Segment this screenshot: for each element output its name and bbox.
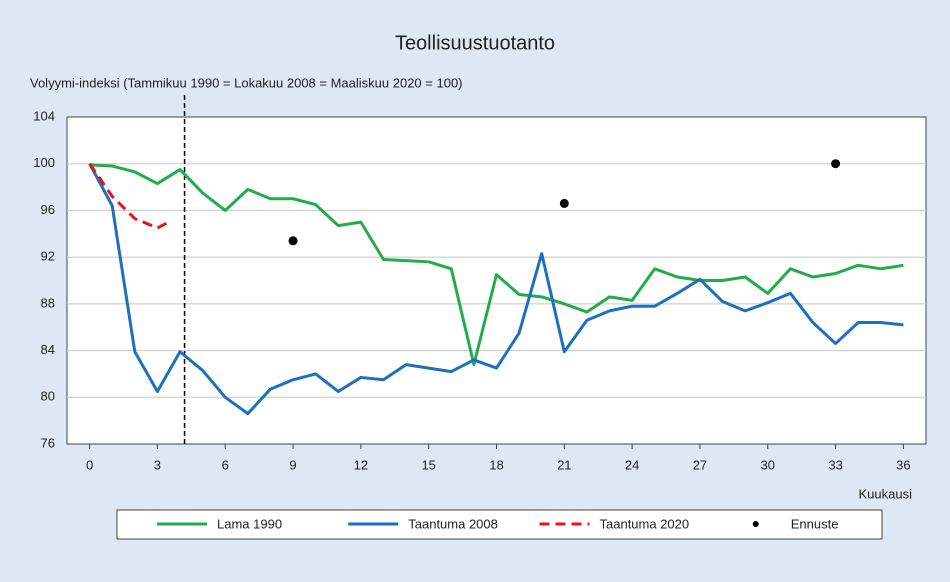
x-tick-label: 24	[625, 457, 639, 472]
x-tick-label: 3	[154, 457, 161, 472]
y-tick-label: 104	[33, 108, 55, 123]
forecast-point	[831, 159, 841, 169]
x-tick-label: 12	[354, 457, 368, 472]
legend-label: Ennuste	[791, 516, 839, 531]
x-tick-label: 6	[222, 457, 229, 472]
x-tick-label: 27	[693, 457, 707, 472]
legend-swatch	[752, 521, 759, 527]
x-tick-label: 9	[289, 457, 296, 472]
y-tick-label: 88	[41, 295, 55, 310]
x-tick-label: 36	[896, 457, 910, 472]
y-tick-label: 100	[33, 155, 55, 170]
legend-label: Taantuma 2020	[600, 516, 690, 531]
x-tick-label: 15	[421, 457, 435, 472]
x-tick-label: 21	[557, 457, 571, 472]
y-axis-label: Volyymi-indeksi (Tammikuu 1990 = Lokakuu…	[30, 75, 463, 90]
series-line	[89, 163, 904, 367]
series-line	[88, 163, 904, 416]
forecast-point	[288, 236, 298, 246]
x-tick-label: 0	[86, 457, 93, 472]
legend-label: Taantuma 2008	[408, 516, 498, 531]
y-tick-label: 96	[41, 202, 55, 217]
y-tick-label: 76	[41, 435, 55, 450]
forecast-point	[559, 198, 569, 208]
y-tick-label: 92	[41, 249, 55, 264]
x-axis-label: Kuukausi	[859, 486, 913, 501]
y-tick-label: 84	[41, 342, 55, 357]
legend-label: Lama 1990	[217, 516, 282, 531]
chart-title: Teollisuustuotanto	[395, 32, 555, 54]
x-tick-label: 30	[761, 457, 775, 472]
x-tick-label: 33	[828, 457, 842, 472]
y-tick-label: 80	[41, 389, 55, 404]
x-tick-label: 18	[489, 457, 503, 472]
series-line	[88, 162, 170, 230]
